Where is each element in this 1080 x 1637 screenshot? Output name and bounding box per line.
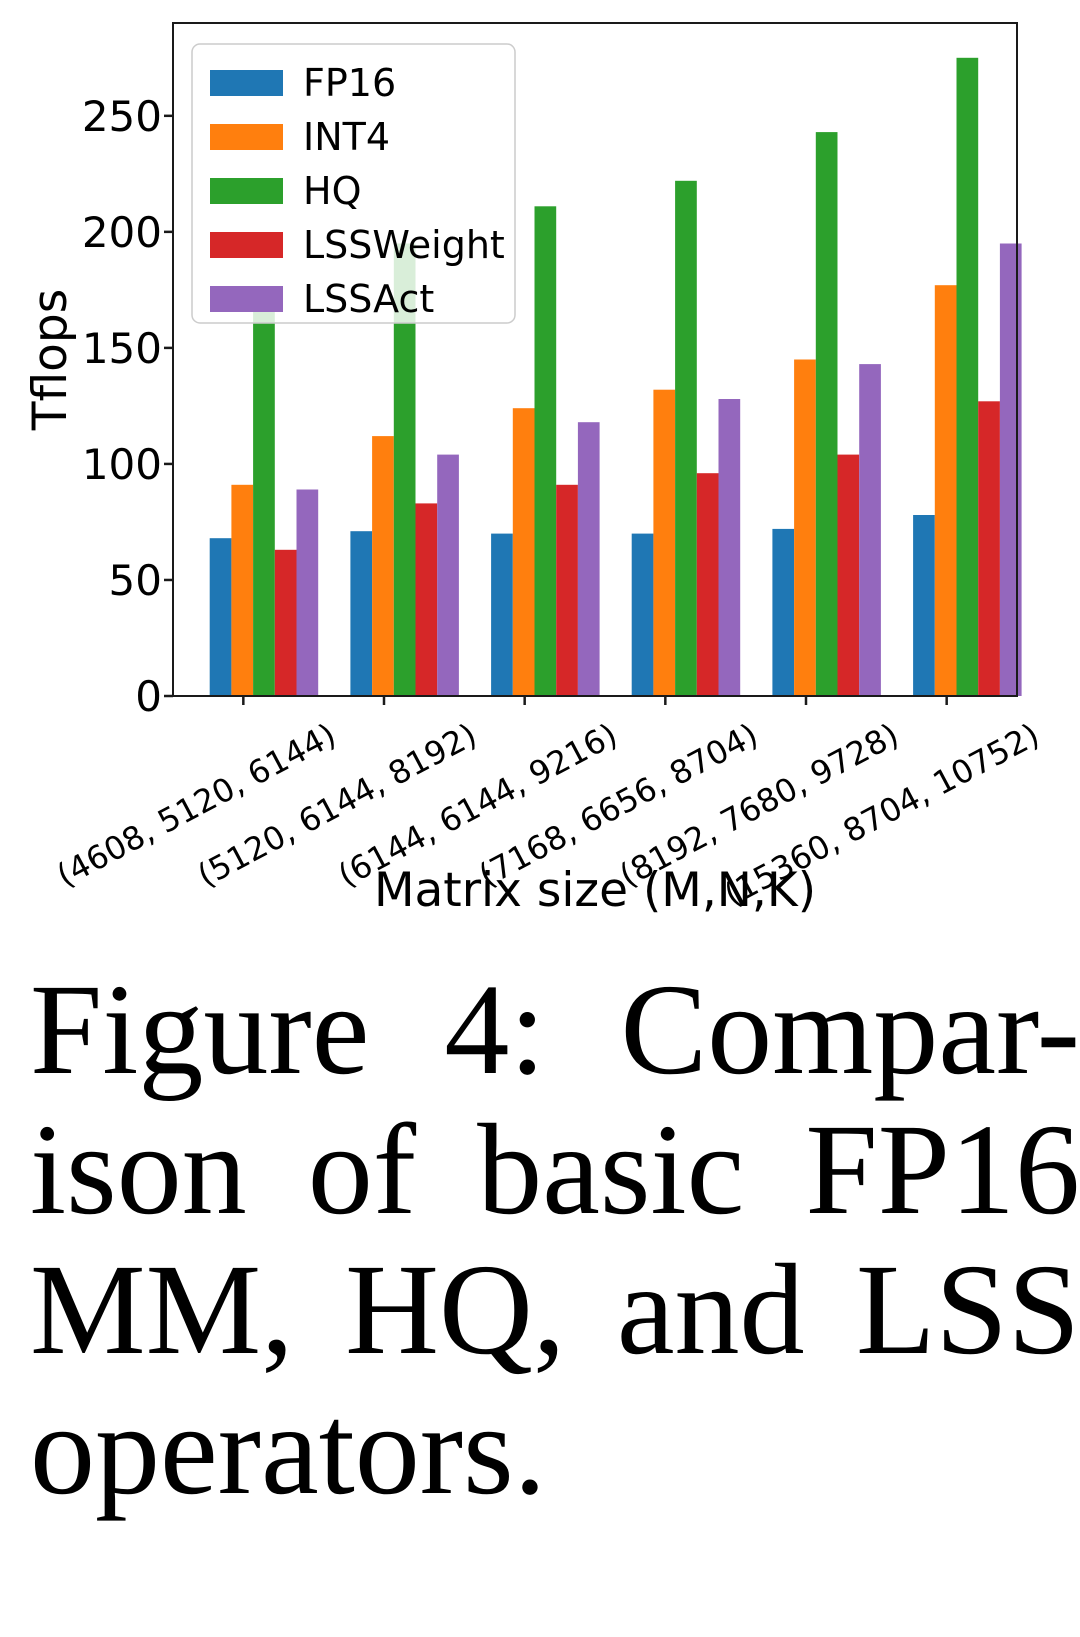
bar-FP16 (631, 533, 654, 696)
legend-label-HQ: HQ (303, 169, 361, 213)
bar-FP16 (350, 531, 373, 696)
legend-swatch-INT4 (210, 124, 283, 150)
bar-INT4 (372, 436, 394, 696)
bar-chart-figure: 0 50 100 150 200 250 (4608, 5120, 6144) (5120, … (23, 22, 1045, 918)
legend-label-LSSAct: LSSAct (303, 277, 434, 321)
y-tick-label: 50 (109, 556, 162, 605)
bar-LSSAct (999, 243, 1022, 696)
legend-label-FP16: FP16 (303, 61, 396, 105)
bar-HQ (534, 206, 557, 697)
bar-LSSWeight (556, 484, 578, 696)
legend-label-INT4: INT4 (303, 115, 390, 159)
legend-swatch-FP16 (210, 70, 283, 96)
bar-INT4 (231, 484, 254, 696)
legend-label-LSSWeight: LSSWeight (303, 223, 505, 267)
bar-FP16 (772, 528, 795, 696)
bar-FP16 (913, 515, 935, 696)
bar-INT4 (653, 389, 676, 696)
bar-INT4 (794, 359, 816, 696)
bar-LSSAct (859, 364, 881, 696)
figure-caption: Figure 4: Compar- ison of basic FP16 MM,… (30, 960, 1080, 1520)
bar-LSSWeight (837, 454, 860, 696)
bar-FP16 (491, 533, 513, 696)
bar-LSSWeight (415, 503, 438, 696)
y-axis-label: Tflops (23, 289, 78, 431)
bar-LSSWeight (696, 473, 719, 696)
bar-LSSAct (577, 422, 600, 696)
caption-line: ison of basic FP16 (30, 1098, 1080, 1242)
bar-HQ (815, 132, 838, 697)
bar-HQ (956, 57, 979, 697)
y-tick-label: 0 (135, 672, 162, 721)
y-tick-label: 250 (82, 92, 162, 141)
bar-HQ (253, 306, 275, 696)
bar-INT4 (512, 408, 535, 696)
y-tick-label: 150 (82, 324, 162, 373)
caption-line: Figure 4: Compar- (30, 958, 1080, 1102)
bar-LSSWeight (274, 549, 297, 696)
caption-line: MM, HQ, and LSS (30, 1238, 1080, 1382)
x-axis-label: Matrix size (M,N,K) (374, 863, 816, 918)
legend-swatch-HQ (210, 178, 283, 204)
legend-swatch-LSSWeight (210, 232, 283, 258)
bar-HQ (393, 243, 416, 696)
caption-line: operators. (30, 1378, 547, 1522)
bar-LSSWeight (978, 401, 1000, 696)
bar-HQ (675, 180, 697, 697)
y-tick-label: 200 (82, 208, 162, 257)
bar-LSSAct (296, 489, 319, 696)
bar-LSSAct (718, 399, 741, 696)
plot-border (172, 22, 1018, 697)
bar-LSSAct (437, 454, 459, 696)
legend-swatch-LSSAct (210, 286, 283, 312)
y-tick-label: 100 (82, 440, 162, 489)
bar-INT4 (934, 285, 957, 696)
bar-FP16 (209, 538, 232, 696)
